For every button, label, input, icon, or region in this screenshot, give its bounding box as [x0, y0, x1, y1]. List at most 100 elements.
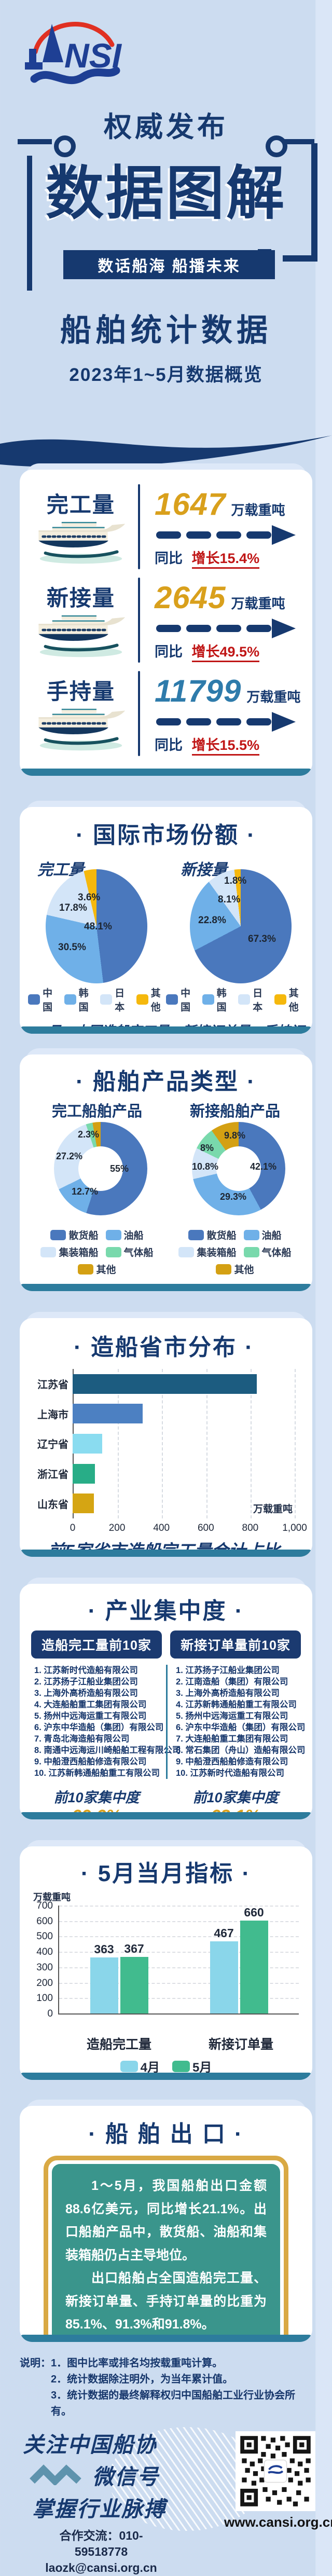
province-bar-chart: 江苏省 上海市 辽宁省 浙江省 山东省 [28, 1369, 307, 1534]
legend-label: 油船 [123, 1230, 144, 1241]
caption-prefix: 前10家集中度 [53, 1790, 140, 1805]
legend-swatch [188, 1229, 204, 1240]
bar-value: 660 [244, 1906, 264, 1919]
footer-contact: 合作交流：010-59518778 [59, 2529, 143, 2559]
market-share-section: · 国际市场份额 · 完工量 48.1% 30.5% 17.8% 3.6% 新接… [20, 801, 312, 1034]
completions-growth: 增长15.4% [191, 551, 260, 569]
tick-label: 700 [36, 1900, 53, 1911]
legend-label: 集装箱船 [59, 1248, 99, 1258]
concentration-card: · 产业集中度 · 造船完工量前10家 新接订单量前10家 江苏新时代造船有限公… [20, 1584, 312, 1819]
company-item: 中船澄西船舶修造有限公司 [185, 1757, 288, 1766]
donut-label: 8% [200, 1143, 214, 1153]
company-item: 大连船舶重工集团有限公司 [185, 1734, 288, 1744]
card-accent-bar [20, 1550, 312, 1557]
tick-label: 500 [36, 1931, 53, 1942]
company-item: 中船澄西船舶修造有限公司 [44, 1757, 147, 1766]
divider [137, 671, 140, 756]
legend-label: 散货船 [206, 1230, 237, 1241]
card-accent-bar [20, 1812, 312, 1819]
company-item: 扬州中远海运重工有限公司 [185, 1711, 288, 1721]
bar-shanghai [73, 1404, 143, 1424]
caption-prefix: 前10家集中度 [192, 1790, 279, 1805]
legend-swatch [50, 1229, 66, 1240]
orderbook-value: 11799 [155, 674, 242, 708]
tick-label: 600 [36, 1915, 53, 1927]
pie-label: 48.1% [84, 921, 112, 932]
gridline [59, 1952, 299, 1953]
yoy-label: 同比 [155, 551, 183, 566]
concentration-section: · 产业集中度 · 造船完工量前10家 新接订单量前10家 江苏新时代造船有限公… [20, 1578, 312, 1819]
donut-chart-new-orders [192, 1122, 285, 1215]
deco-ring-left [54, 135, 76, 157]
export-section: · 船 舶 出 口 · 1～5月，我国船舶出口金额88.6亿美元，同比增长21.… [20, 2100, 312, 2342]
footer: 关注中国船协 微信号 掌握行业脉搏 合作交流：010-59518778 laoz… [0, 2427, 332, 2574]
bar-row: 浙江省 [28, 1463, 295, 1484]
donut-label: 55% [110, 1163, 129, 1174]
legend-swatch [136, 994, 148, 1005]
pie-completions: 完工量 48.1% 30.5% 17.8% 3.6% [28, 855, 166, 985]
donut-label: 2.3% [78, 1129, 100, 1140]
bar-jiangsu [73, 1374, 257, 1394]
tick-label: 600 [197, 1523, 214, 1533]
dashed-arrow-icon [156, 712, 296, 732]
group-completions: 363 367 [59, 1906, 179, 2013]
donut-hole [78, 1146, 123, 1191]
legend-label: 韩国 [78, 988, 89, 1013]
pie-label: 67.3% [248, 934, 276, 944]
legend-swatch [178, 1246, 195, 1257]
card-accent-bar [20, 2073, 312, 2080]
section-title: · 船 舶 出 口 · [88, 2121, 244, 2147]
legend-label: 气体船 [123, 1248, 154, 1258]
pie-label: 3.6% [78, 892, 101, 903]
deco-ring-right [266, 135, 287, 157]
orderbook-label: 手持量 [46, 679, 115, 704]
deco-line-left-h [18, 139, 52, 144]
ship-icon [38, 615, 126, 657]
tick-label: 1,000 [282, 1523, 307, 1533]
new-orders-value: 2645 [155, 580, 226, 615]
legend-swatch [100, 994, 113, 1005]
gridline [295, 1369, 296, 1518]
legend-swatch [40, 1246, 57, 1257]
pie-chart-completions [46, 869, 147, 983]
legend-label: 其他 [288, 988, 299, 1013]
pie-label: 17.8% [59, 902, 87, 913]
legend-swatch [105, 1229, 121, 1240]
legend-label: 5月 [192, 2061, 212, 2075]
footer-slogan-2: 微信号 [92, 2465, 159, 2489]
dashed-arrow-icon [156, 525, 296, 545]
section-title: · 船舶产品类型 · [76, 1069, 256, 1094]
footer-slogan-1: 关注中国船协 [23, 2433, 157, 2457]
page-title: 船舶统计数据 [60, 313, 272, 348]
legend-label: 中国 [181, 988, 191, 1013]
legend-swatch [166, 994, 178, 1005]
legend-label: 韩国 [216, 988, 227, 1013]
company-item: 南通中远海运川崎船舶工程有限公司 [44, 1746, 181, 1755]
legend-swatch [172, 2060, 190, 2072]
bar-apr-completions [90, 1957, 118, 2013]
gridline [118, 1369, 119, 1518]
pie-chart-new-orders [190, 869, 292, 983]
gridline [59, 1998, 299, 1999]
completions-top10-list: 江苏新时代造船有限公司 江苏扬子江船业集团公司 上海外高桥造船有限公司 大连船舶… [27, 1665, 181, 1779]
yoy-label: 同比 [155, 644, 183, 660]
cansi-logo: NSI [25, 22, 122, 85]
province-section: · 造船省市分布 · 江苏省 上海市 辽宁省 [20, 1312, 312, 1557]
legend-swatch [105, 1246, 121, 1257]
donut-completed-products: 完工船舶产品 55% 12.7% 27.2% 2.3% [28, 1099, 166, 1224]
unit-label: 万载重吨 [231, 502, 285, 518]
ship-icon [38, 708, 126, 750]
completions-value: 1647 [155, 487, 226, 522]
product-type-card: · 船舶产品类型 · 完工船舶产品 55% 12.7% 27.2% 2.3% 新… [20, 1054, 312, 1291]
unit-label: 万载重吨 [246, 689, 301, 705]
tick-label: 800 [242, 1523, 259, 1533]
legend-swatch [274, 994, 286, 1005]
deco-arm-right [283, 255, 317, 262]
bar-apr-new-orders [210, 1941, 238, 2013]
legend-new-order-products: 散货船 油船 集装箱船 气体船 其他 [166, 1228, 304, 1276]
legend-label: 其他 [150, 988, 161, 1013]
section-title: · 国际市场份额 · [76, 823, 256, 848]
may-bar-chart: 万载重吨 700 600 500 400 300 200 100 0 [30, 1892, 302, 2032]
gridline [59, 1982, 299, 1984]
product-type-section: · 船舶产品类型 · 完工船舶产品 55% 12.7% 27.2% 2.3% 新… [20, 1048, 312, 1291]
